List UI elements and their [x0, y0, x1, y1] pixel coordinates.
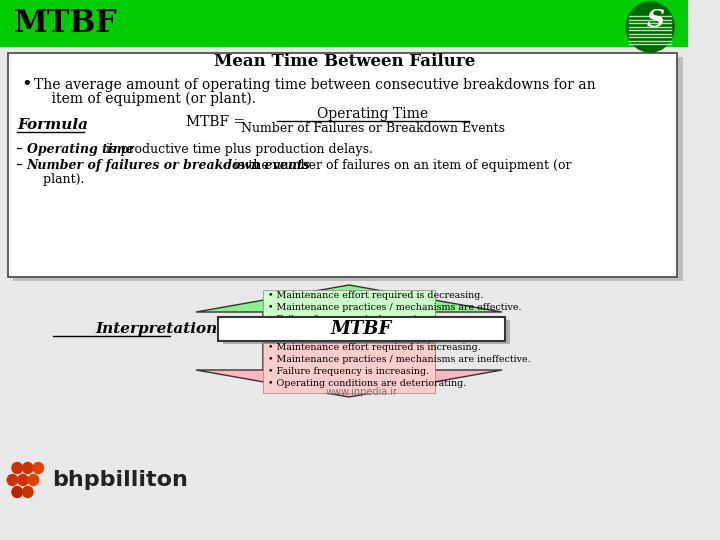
- Text: •: •: [21, 76, 32, 94]
- FancyBboxPatch shape: [14, 57, 683, 281]
- Text: Mean Time Between Failure: Mean Time Between Failure: [214, 53, 475, 71]
- Text: plant).: plant).: [27, 172, 84, 186]
- Text: Operating Time: Operating Time: [318, 107, 428, 121]
- Text: MTBF: MTBF: [14, 8, 117, 38]
- Circle shape: [12, 462, 22, 474]
- Text: MTBF: MTBF: [330, 320, 392, 338]
- Text: bhpbilliton: bhpbilliton: [53, 470, 189, 490]
- Text: • Maintenance effort required is decreasing.: • Maintenance effort required is decreas…: [268, 291, 483, 300]
- FancyBboxPatch shape: [263, 343, 435, 393]
- Circle shape: [12, 487, 22, 497]
- Text: • Failure frequency is decreasing.: • Failure frequency is decreasing.: [268, 314, 431, 323]
- Text: Number of Failures or Breakdown Events: Number of Failures or Breakdown Events: [241, 123, 505, 136]
- Circle shape: [28, 475, 39, 485]
- FancyBboxPatch shape: [0, 0, 688, 47]
- Text: –: –: [15, 143, 22, 157]
- Text: • Maintenance practices / mechanisms are ineffective.: • Maintenance practices / mechanisms are…: [268, 355, 531, 364]
- Text: MTBF =: MTBF =: [186, 115, 246, 129]
- Text: • Failure frequency is increasing.: • Failure frequency is increasing.: [268, 368, 429, 376]
- Text: • Operating conditions are improving.: • Operating conditions are improving.: [268, 327, 451, 335]
- Polygon shape: [196, 285, 502, 340]
- FancyBboxPatch shape: [222, 320, 510, 344]
- Text: item of equipment (or plant).: item of equipment (or plant).: [35, 92, 256, 106]
- Text: www.inpedia.ir: www.inpedia.ir: [325, 387, 397, 397]
- Text: Operating time: Operating time: [27, 144, 134, 157]
- FancyBboxPatch shape: [8, 53, 677, 277]
- Circle shape: [33, 462, 43, 474]
- Text: Formula: Formula: [17, 118, 89, 132]
- Circle shape: [22, 487, 33, 497]
- Text: S: S: [647, 8, 665, 32]
- Text: –: –: [15, 159, 22, 173]
- Circle shape: [18, 475, 28, 485]
- Text: • Operating conditions are deteriorating.: • Operating conditions are deteriorating…: [268, 380, 466, 388]
- Text: • Maintenance practices / mechanisms are effective.: • Maintenance practices / mechanisms are…: [268, 302, 521, 312]
- FancyBboxPatch shape: [263, 290, 435, 340]
- Polygon shape: [196, 343, 502, 397]
- Circle shape: [626, 2, 674, 52]
- Text: • Maintenance effort required is increasing.: • Maintenance effort required is increas…: [268, 343, 480, 353]
- Circle shape: [22, 462, 33, 474]
- Text: Interpretation: Interpretation: [96, 322, 218, 336]
- Text: is productive time plus production delays.: is productive time plus production delay…: [102, 144, 373, 157]
- Text: The average amount of operating time between consecutive breakdowns for an: The average amount of operating time bet…: [35, 78, 596, 92]
- Circle shape: [7, 475, 18, 485]
- Text: is the number of failures on an item of equipment (or: is the number of failures on an item of …: [230, 159, 572, 172]
- Text: Number of failures or breakdown events: Number of failures or breakdown events: [27, 159, 310, 172]
- FancyBboxPatch shape: [218, 317, 505, 341]
